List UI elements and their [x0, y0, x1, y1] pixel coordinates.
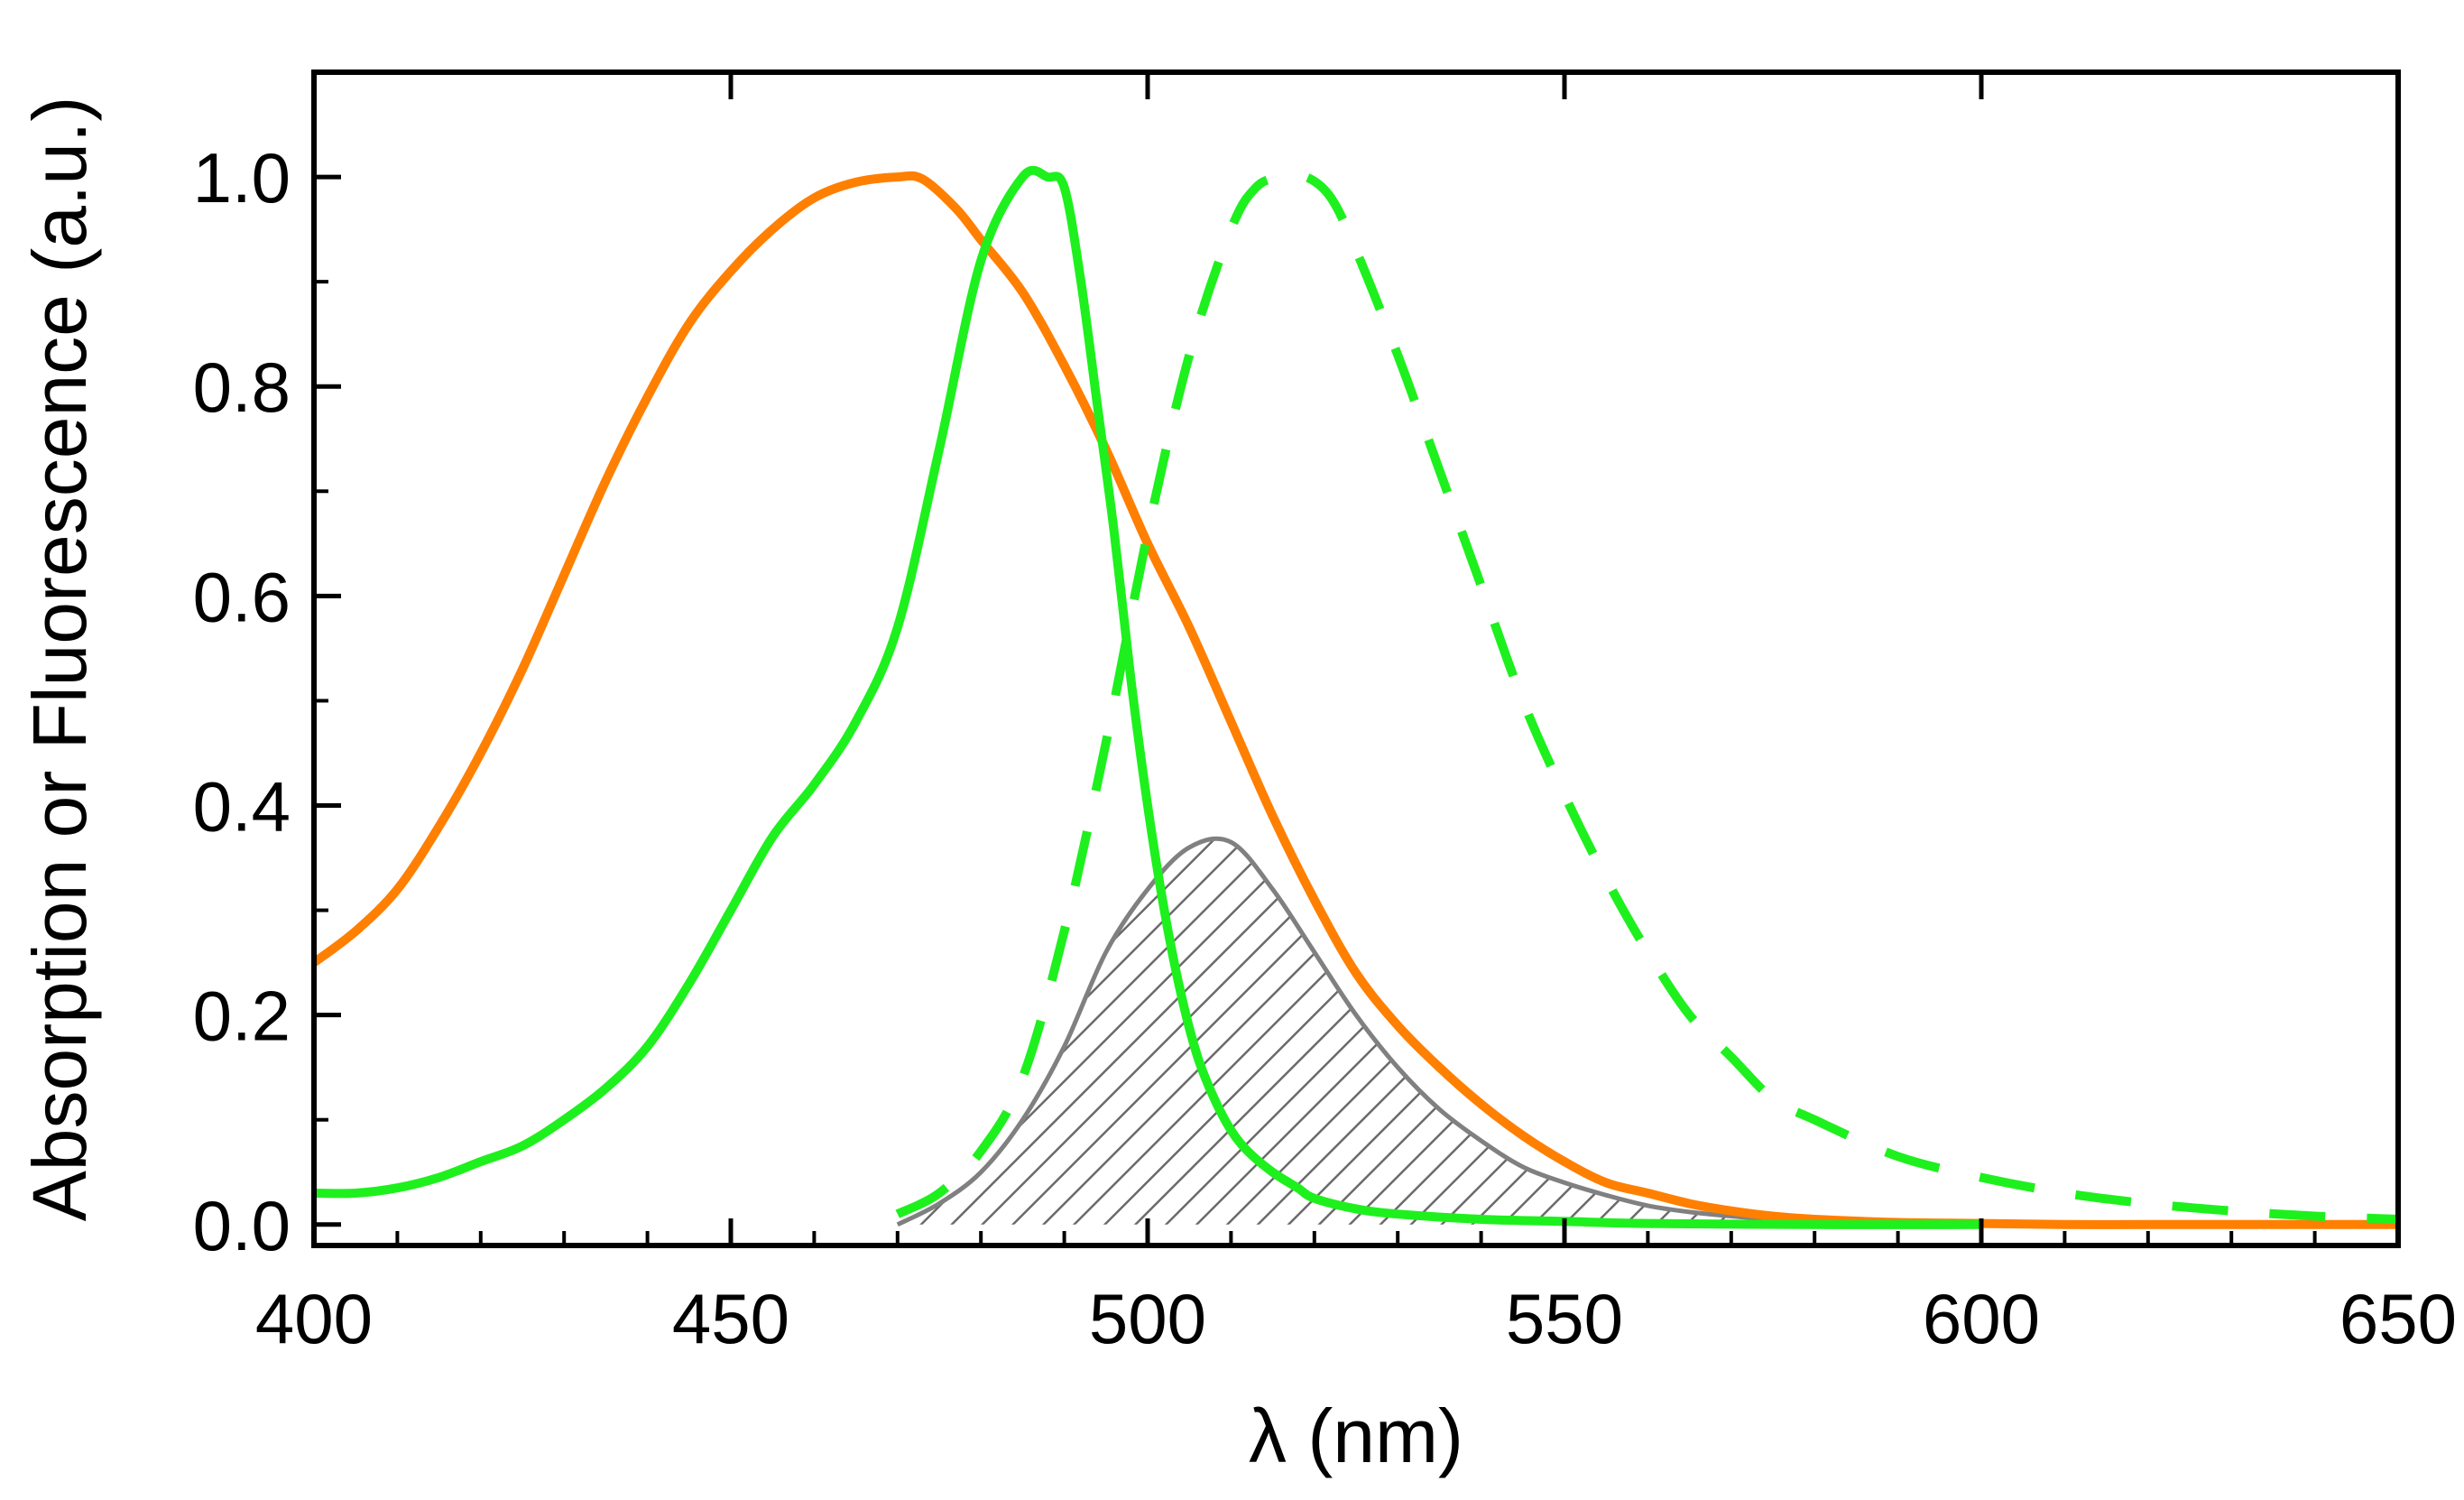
y-tick-label: 0.6: [193, 557, 291, 636]
x-tick-label: 550: [1506, 1279, 1623, 1358]
orange-absorption-line: [314, 171, 2398, 1229]
x-tick-label: 650: [2339, 1279, 2457, 1358]
green-fluorescence-line: [895, 170, 2398, 1224]
x-axis-title: λ (nm): [1249, 1394, 1463, 1478]
y-tick-label: 1.0: [193, 138, 291, 218]
x-tick-label: 500: [1089, 1279, 1206, 1358]
y-tick-label: 0.0: [193, 1186, 291, 1265]
x-tick-label: 600: [1923, 1279, 2040, 1358]
tick-layer: 400 450 500 550 600 650 0.0 0.2 0.4 0.6 0.8 1.0: [193, 72, 2457, 1358]
y-tick-label: 0.8: [193, 347, 291, 427]
y-tick-label: 0.2: [193, 977, 291, 1056]
plot-frame: [311, 69, 2401, 1248]
overlap-integral-outline: [896, 836, 1965, 1227]
y-tick-label: 0.4: [193, 767, 291, 847]
green-absorption-line: [314, 165, 1982, 1229]
x-tick-label: 450: [672, 1279, 789, 1358]
y-axis-title: Absorption or Fluorescence (a.u.): [17, 97, 102, 1222]
x-tick-label: 400: [255, 1279, 373, 1358]
series-layer: [314, 165, 2398, 1229]
